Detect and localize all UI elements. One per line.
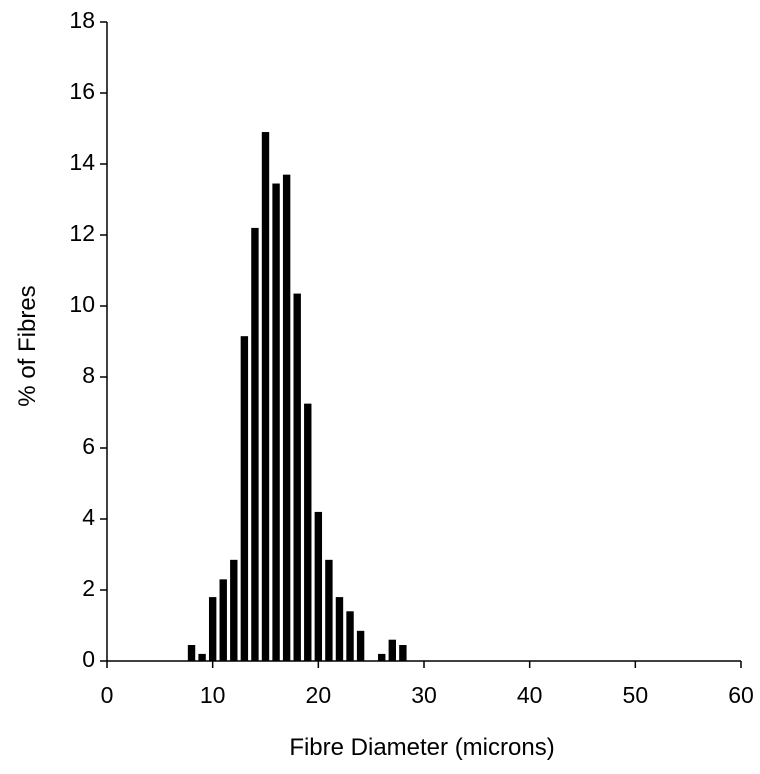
histogram-bar <box>272 183 280 661</box>
histogram-bar <box>378 653 386 661</box>
histogram-bar <box>346 611 354 661</box>
y-tick-label: 12 <box>69 220 95 246</box>
x-tick-label: 10 <box>200 682 226 708</box>
histogram-bar <box>282 174 291 661</box>
x-axis-title: Fibre Diameter (microns) <box>289 734 554 761</box>
histogram-bar <box>356 630 365 661</box>
histogram-bar <box>198 653 206 661</box>
x-tick-label: 20 <box>306 682 332 708</box>
histogram-bar <box>293 293 301 661</box>
x-tick-label: 50 <box>623 682 649 708</box>
y-tick-label: 16 <box>69 78 95 104</box>
histogram-bar <box>261 132 270 662</box>
y-tick-label: 10 <box>69 291 95 317</box>
histogram-bar <box>325 559 333 661</box>
histogram-bar <box>304 403 312 662</box>
x-tick-label: 30 <box>411 682 437 708</box>
y-tick-label: 8 <box>82 362 95 388</box>
y-tick-label: 2 <box>82 575 95 601</box>
histogram-bar <box>388 639 396 661</box>
y-tick-label: 4 <box>82 504 95 530</box>
histogram-bar <box>219 579 227 661</box>
x-tick-label: 60 <box>728 682 754 708</box>
histogram-bar <box>335 597 344 661</box>
x-tick-label: 0 <box>101 682 114 708</box>
histogram-bar <box>208 597 217 661</box>
y-tick-label: 6 <box>82 433 95 459</box>
x-tick-label: 40 <box>517 682 543 708</box>
y-tick-label: 18 <box>69 7 95 33</box>
histogram-bar <box>187 645 196 661</box>
y-tick-label: 14 <box>69 149 95 175</box>
bars-layer <box>187 132 407 662</box>
y-tick-label: 0 <box>82 646 95 672</box>
histogram-bar <box>240 336 249 661</box>
y-axis-title: % of Fibres <box>14 285 41 406</box>
axes-layer <box>106 22 741 662</box>
histogram-bar <box>230 559 238 661</box>
histogram-bar <box>251 227 259 661</box>
histogram-bar <box>399 645 407 661</box>
histogram-bar <box>314 511 323 661</box>
ticks-layer: 0 2 4 6 8 10 12 14 16 18 0 10 20 30 40 50 60 <box>69 7 753 708</box>
